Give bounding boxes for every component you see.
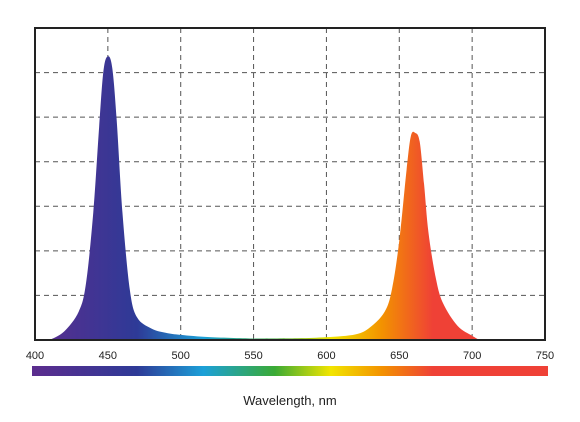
spectrum-bar bbox=[32, 366, 548, 376]
x-tick-label: 650 bbox=[390, 350, 408, 362]
series-2-area bbox=[253, 131, 480, 340]
x-tick-label: 500 bbox=[172, 350, 190, 362]
x-tick-label: 400 bbox=[26, 350, 44, 362]
plot-frame bbox=[34, 27, 546, 341]
x-axis-title: Wavelength, nm bbox=[243, 393, 336, 408]
series-area bbox=[49, 56, 480, 341]
x-tick-labels: 400 450 500 550 600 650 700 750 bbox=[26, 350, 554, 362]
x-tick-label: 600 bbox=[317, 350, 335, 362]
series-1-area bbox=[49, 56, 254, 341]
x-tick-label: 700 bbox=[463, 350, 481, 362]
x-tick-label: 450 bbox=[99, 350, 117, 362]
x-tick-label: 550 bbox=[244, 350, 262, 362]
x-tick-label: 750 bbox=[536, 350, 554, 362]
